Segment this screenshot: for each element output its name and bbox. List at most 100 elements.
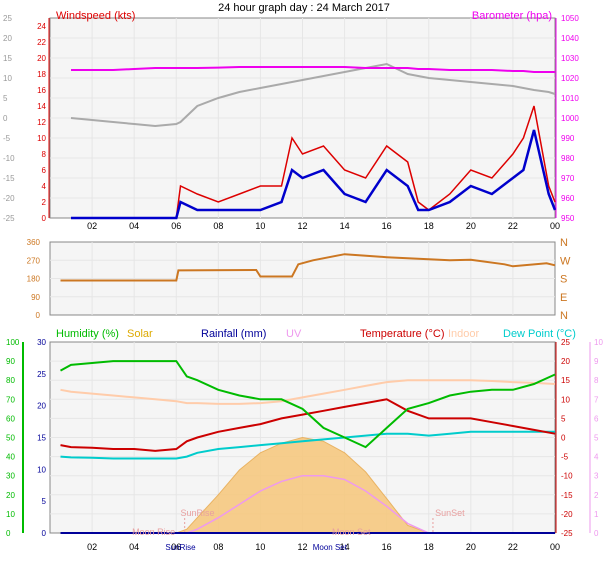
uv-tick: 3 [594,472,599,481]
temperature-tick: -15 [561,491,573,500]
outer-tick: 20 [3,34,12,43]
uv-tick: 0 [594,529,599,538]
solar-label: Solar [127,328,153,340]
x-tick-label: 02 [87,542,97,552]
x-tick-label: 14 [340,542,350,552]
rainfall-tick: 5 [42,497,47,506]
direction-series [60,253,556,282]
windspeed-tick: 10 [37,134,46,143]
dewpoint-line [60,430,555,460]
x-tick-label: 16 [382,221,392,231]
barometer-tick: 1030 [561,54,579,63]
humidity-label: Humidity (%) [56,328,119,340]
windspeed-tick: 6 [42,166,47,175]
moonrise-annotation: Moon Rise [132,527,175,537]
x-tick-label: 06 [171,221,181,231]
wind-series [70,62,557,220]
outer-tick: -20 [3,194,15,203]
barometer-tick: 1020 [561,74,579,83]
faint-temperature-line [70,62,556,128]
temperature-tick: 20 [561,357,570,366]
barometer-line [71,66,555,73]
outer-tick: -5 [3,134,11,143]
uv-label: UV [286,328,302,340]
x-tick-label: 04 [129,542,139,552]
barometer-tick: 950 [561,214,575,223]
rainfall-tick: 0 [42,529,47,538]
uv-tick: 2 [594,491,599,500]
rainfall-label: Rainfall (mm) [201,328,266,340]
barometer-tick: 970 [561,174,575,183]
outer-tick: -25 [3,214,15,223]
barometer-tick: 990 [561,134,575,143]
outer-tick: 15 [3,54,12,63]
outer-tick: -10 [3,154,15,163]
humidity-tick: 0 [6,529,11,538]
windspeed-tick: 24 [37,22,46,31]
barometer-tick: 960 [561,194,575,203]
uv-tick: 5 [594,434,599,443]
lower-x-axis: 02 04 06 08 10 12 14 16 18 20 22 00 [87,542,560,552]
x-tick-label: 12 [297,542,307,552]
sunset-annotation: SunSet [435,508,465,518]
direction-degree-tick: 180 [27,275,41,284]
outer-tick: 25 [3,14,12,23]
uv-tick: 10 [594,338,603,347]
uv-tick: 1 [594,510,599,519]
x-tick-label: 20 [466,221,476,231]
humidity-tick: 60 [6,414,15,423]
temperature-tick: 5 [561,414,566,423]
direction-compass-tick: W [560,255,571,267]
x-tick-label: 10 [255,221,265,231]
windspeed-tick: 0 [42,214,47,223]
temperature-tick: 15 [561,376,570,385]
direction-degree-tick: 360 [27,238,41,247]
barometer-label: Barometer (hpa) [472,10,552,22]
x-tick-label: 02 [87,221,97,231]
humidity-tick: 80 [6,376,15,385]
sunrise-annotation: SunRise [180,508,214,518]
uv-tick: 6 [594,414,599,423]
humidity-tick: 50 [6,434,15,443]
direction-compass-tick: E [560,292,567,304]
windspeed-tick: 2 [42,198,47,207]
humidity-tick: 90 [6,357,15,366]
indoor-label: Indoor [448,328,480,340]
outer-tick: 5 [3,94,8,103]
barometer-tick: 1010 [561,94,579,103]
uv-tick: 7 [594,395,599,404]
outer-tick: -15 [3,174,15,183]
temperature-line [60,398,556,452]
rainfall-tick: 20 [37,402,46,411]
chart-title: 24 hour graph day : 24 March 2017 [218,2,390,14]
humidity-tick: 10 [6,510,15,519]
rainfall-tick: 25 [37,370,46,379]
x-tick-label: 16 [382,542,392,552]
humidity-tick: 30 [6,472,15,481]
x-tick-label: 08 [213,542,223,552]
windspeed-tick: 12 [37,118,46,127]
lower-series [60,360,556,534]
humidity-tick: 70 [6,395,15,404]
x-tick-label: 18 [424,221,434,231]
direction-degrees-axis: 360 270 180 90 0 [27,238,41,320]
temperature-tick: -10 [561,472,573,481]
indoor-line [60,379,556,405]
barometer-tick: 980 [561,154,575,163]
temperature-tick: -25 [561,529,573,538]
x-tick-label: 08 [213,221,223,231]
outer-tick: 0 [3,114,8,123]
x-tick-label: 00 [550,221,560,231]
outer-temperature-axis: 25 20 15 10 5 0 -5 -10 -15 -20 -25 [3,14,15,223]
x-tick-label: 12 [297,221,307,231]
uv-tick: 8 [594,376,599,385]
barometer-tick: 1040 [561,34,579,43]
x-tick-label: 10 [255,542,265,552]
temperature-tick: 0 [561,434,566,443]
humidity-tick: 100 [6,338,20,347]
